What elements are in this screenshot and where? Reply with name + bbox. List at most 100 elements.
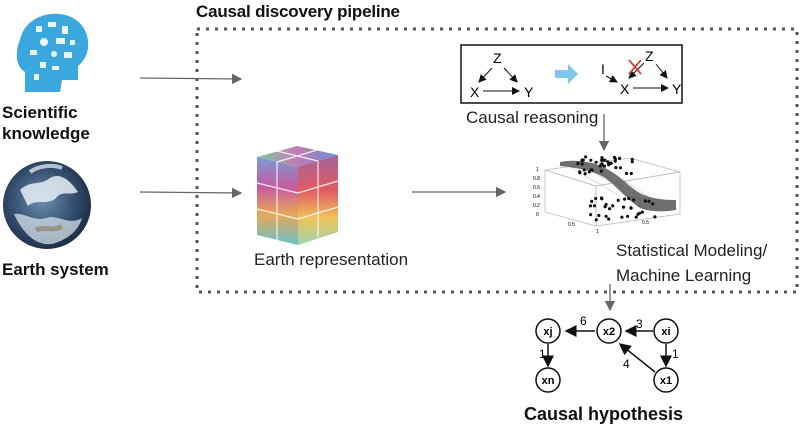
surface-point — [578, 171, 582, 175]
x-tick-a: 0.5 — [568, 222, 575, 228]
surface-point — [614, 166, 618, 170]
surface-point — [627, 196, 631, 201]
cross-icon — [628, 59, 642, 75]
surface-point — [637, 211, 642, 215]
node-x2 — [596, 318, 622, 344]
surface-point — [618, 166, 623, 170]
surface-point — [584, 155, 588, 159]
node-z-left: Z — [493, 50, 502, 66]
surface-point — [618, 156, 622, 160]
surface-point — [640, 210, 644, 214]
surface-point — [647, 199, 651, 203]
label-x2: x2 — [603, 326, 615, 338]
surface-point — [624, 171, 629, 175]
weight-x1-x2: 4 — [623, 357, 630, 371]
pipeline-title: Causal discovery pipeline — [196, 2, 400, 21]
scientific-label-line1: Scientific — [2, 103, 78, 122]
surface-point — [594, 160, 598, 164]
earth-cube-image — [256, 146, 339, 245]
node-x-right: X — [620, 81, 630, 97]
surface-point — [607, 163, 611, 167]
surface-point — [592, 204, 597, 208]
scientific-knowledge-label: Scientific knowledge — [2, 102, 90, 144]
node-xn — [535, 367, 561, 393]
weight-xi-x1: 1 — [672, 347, 679, 361]
surface-point — [576, 161, 580, 165]
earth-globe-icon — [3, 161, 91, 249]
causal-reasoning-label: Causal reasoning — [466, 108, 599, 127]
pipeline-frame — [195, 27, 799, 294]
transform-arrow-icon — [555, 64, 578, 84]
earth-representation-label: Earth representation — [254, 250, 409, 269]
surface-point — [632, 198, 636, 202]
surface-point — [626, 214, 630, 218]
surface-plot-image: 1 0.8 0.6 0.4 0.2 0 0.5 1 0.5 — [533, 155, 681, 235]
node-x-left: X — [470, 84, 480, 100]
weight-x2-xj: 6 — [580, 314, 587, 328]
node-xi — [653, 318, 679, 344]
surface-point — [604, 214, 608, 218]
x-tick-c: 0.5 — [642, 220, 649, 226]
y-tick-08: 0.8 — [533, 176, 540, 182]
causal-hypothesis-label: Causal hypothesis — [524, 404, 684, 424]
surface-point — [629, 171, 633, 176]
head-icon — [16, 13, 89, 92]
surface-point — [588, 204, 593, 208]
surface-point — [581, 158, 585, 162]
surface-point — [653, 215, 657, 219]
surface-point — [607, 217, 611, 221]
surface-point — [629, 206, 633, 210]
surface-point — [601, 158, 605, 162]
surface-point — [597, 213, 601, 218]
surface-point — [609, 161, 613, 165]
y-tick-1: 1 — [536, 167, 539, 173]
hypothesis-graph: xj x2 xi xn x1 6 3 1 4 1 — [535, 314, 679, 393]
scientific-label-line2: knowledge — [2, 124, 90, 143]
surface-point — [630, 160, 634, 164]
x-tick-b: 1 — [596, 229, 599, 235]
surface-point — [600, 162, 604, 166]
surface-point — [643, 199, 647, 203]
surface-point — [582, 168, 586, 172]
node-i-right: I — [601, 61, 605, 77]
label-x1: x1 — [660, 375, 672, 387]
surface-point — [590, 199, 594, 203]
node-z-right: Z — [645, 48, 654, 64]
node-xj — [535, 318, 561, 344]
label-xi: xi — [661, 326, 670, 338]
surface-point — [580, 162, 584, 166]
surface-point — [599, 169, 603, 173]
arrow-earth-to-representation — [139, 187, 243, 199]
surface-point — [613, 157, 617, 161]
surface-point — [608, 207, 612, 211]
surface-point — [587, 170, 591, 174]
y-tick-0: 0 — [536, 212, 539, 218]
earth-system-label: Earth system — [2, 260, 109, 279]
surface-point — [602, 164, 607, 168]
y-tick-06: 0.6 — [533, 185, 540, 191]
arrow-scientific-to-pipeline — [139, 73, 243, 85]
surface-point — [604, 202, 608, 207]
surface-point — [620, 215, 624, 219]
left-causal-graph: Z X Y — [470, 50, 534, 100]
surface-points — [576, 155, 657, 222]
y-tick-04: 0.4 — [533, 194, 540, 200]
node-x1 — [653, 367, 679, 393]
weight-xi-x2: 3 — [636, 317, 643, 331]
surface-point — [589, 213, 593, 217]
surface-point — [611, 204, 615, 208]
node-y-right: Y — [672, 81, 682, 97]
surface-point — [583, 172, 587, 176]
surface-point — [630, 157, 634, 161]
surface-point — [616, 198, 620, 202]
node-y-left: Y — [524, 84, 534, 100]
weight-xj-xn: 1 — [539, 347, 546, 361]
statistical-modeling-label: Statistical Modeling/ Machine Learning — [616, 238, 767, 288]
surface-point — [606, 160, 610, 164]
surface-point — [594, 196, 598, 201]
surface-point — [589, 168, 593, 172]
surface-point — [651, 202, 655, 206]
right-causal-graph: I Z X Y — [601, 48, 682, 97]
surface-point — [600, 156, 604, 160]
